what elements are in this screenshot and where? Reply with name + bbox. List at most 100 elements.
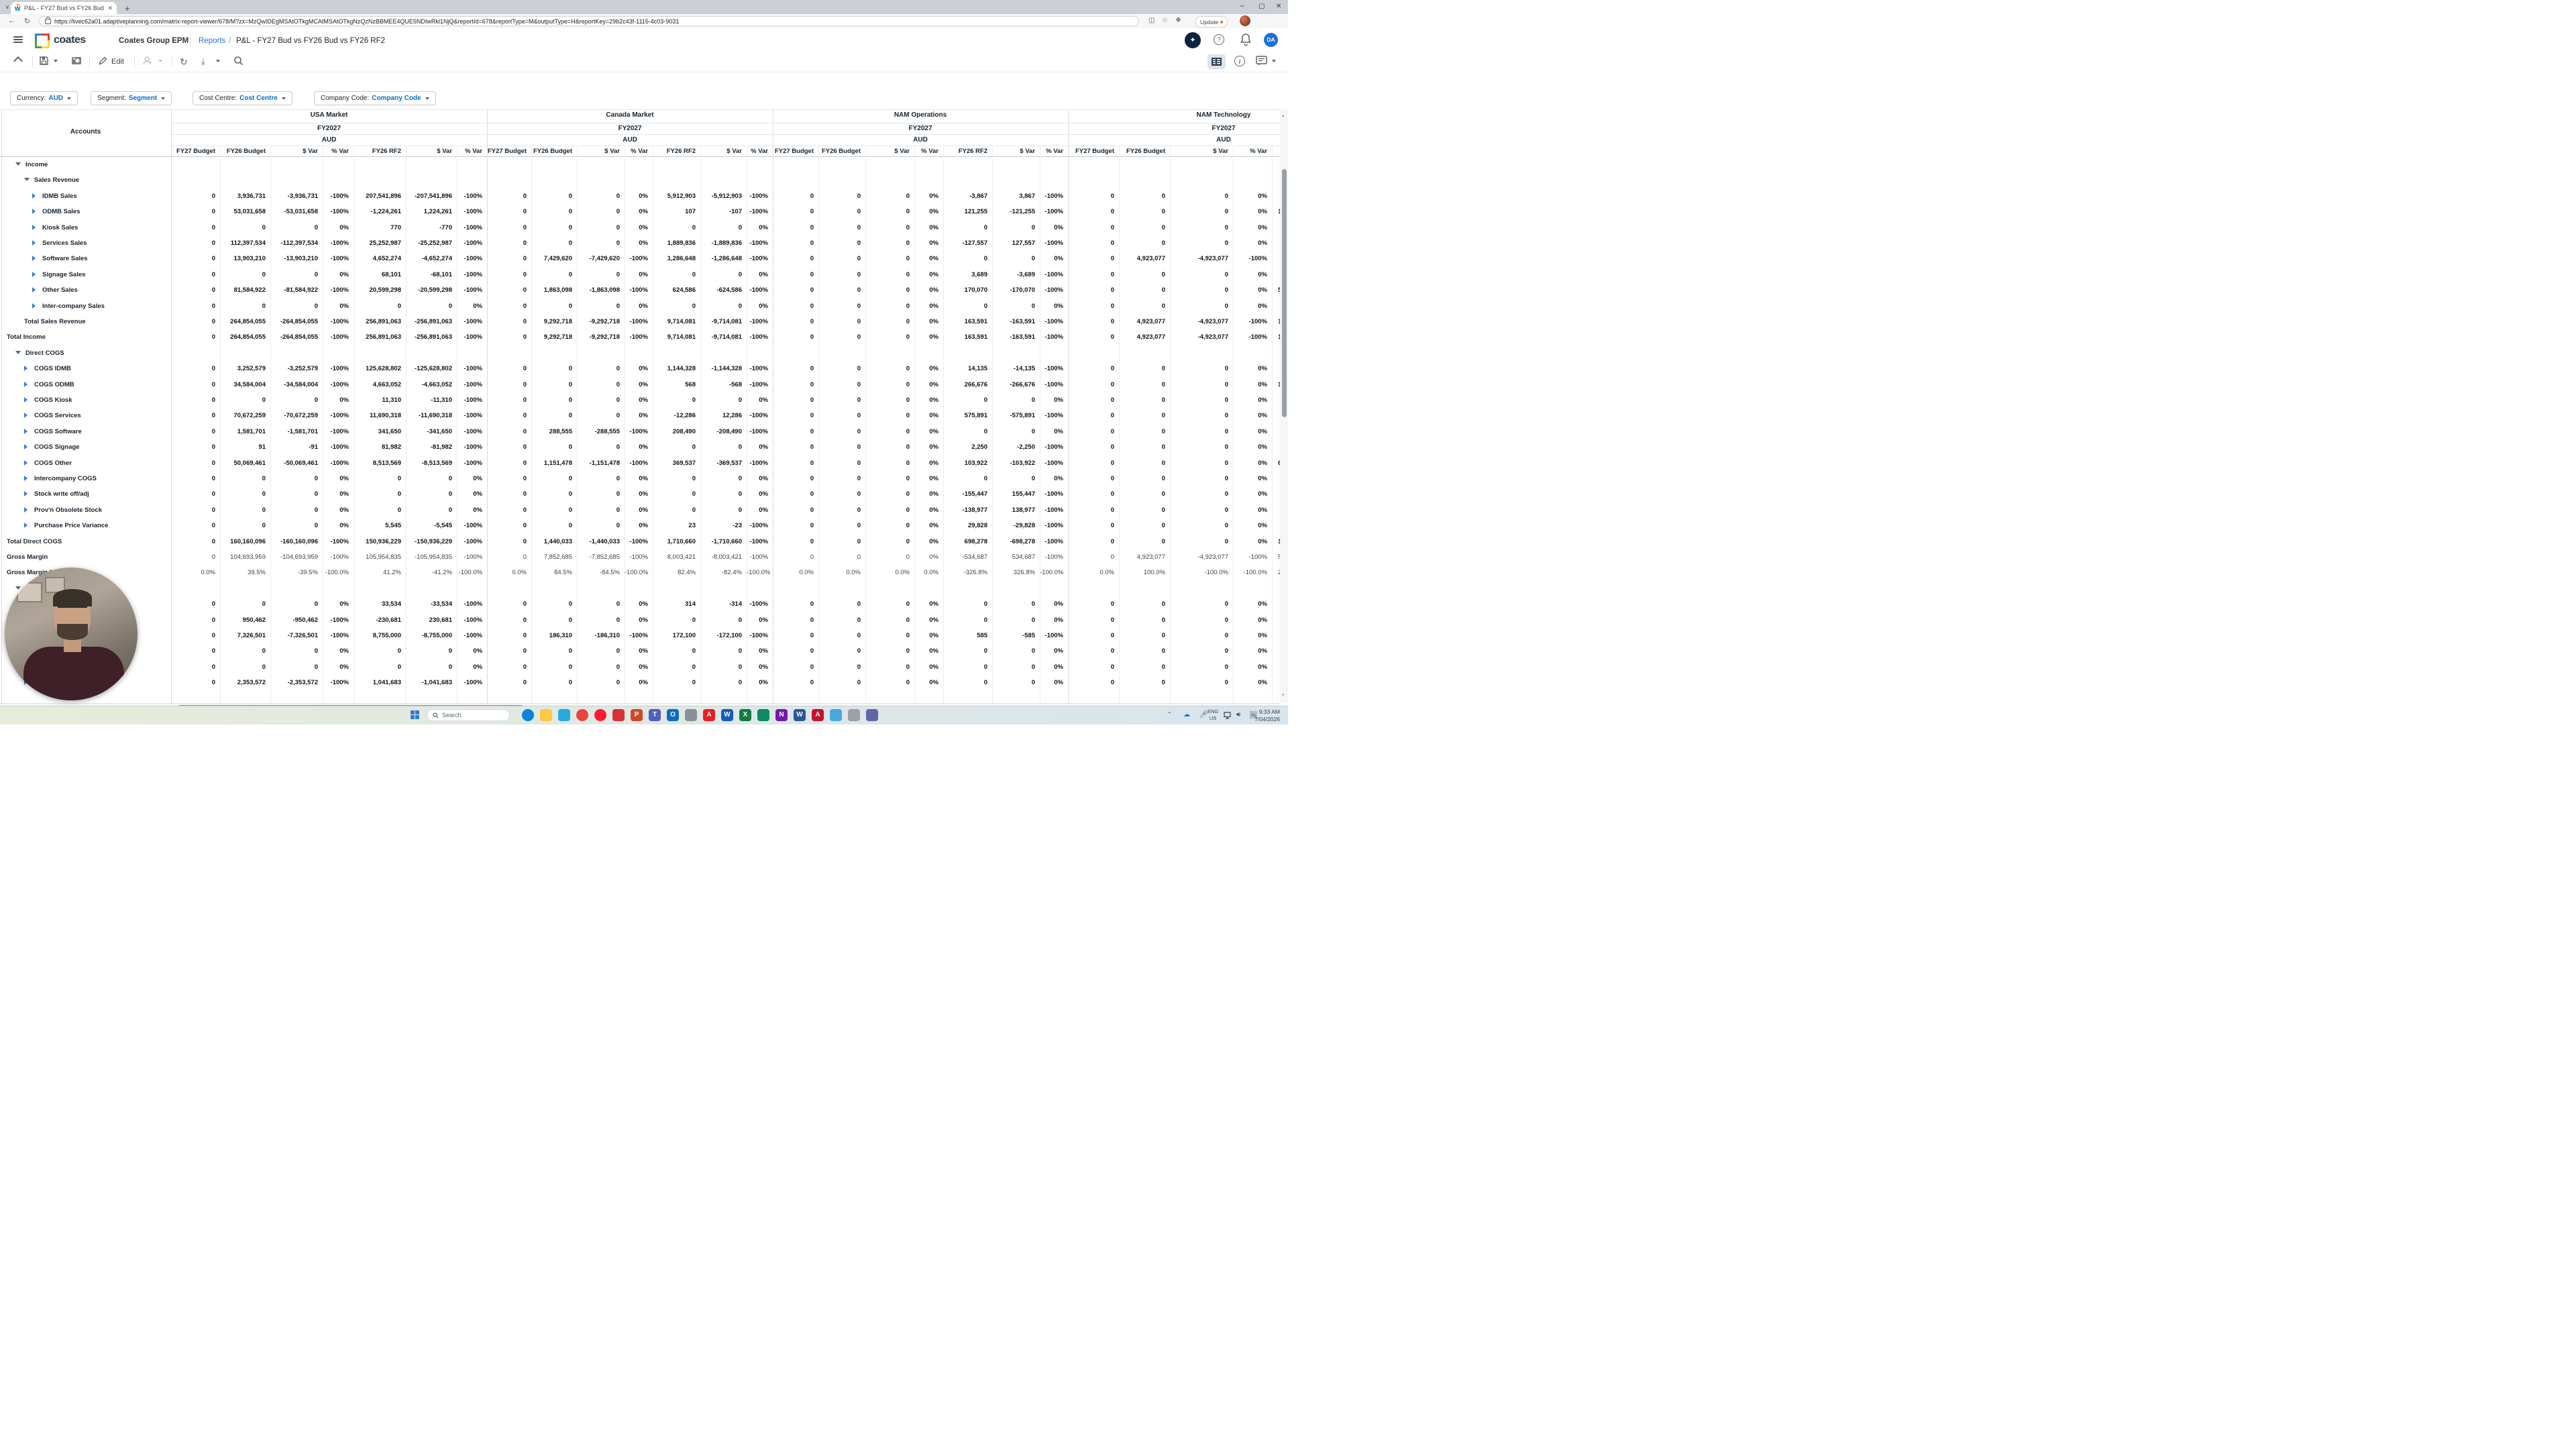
language-indicator[interactable]: ENG US: [1208, 708, 1219, 721]
taskbar-app-icon[interactable]: W: [794, 709, 806, 721]
expand-triangle-icon[interactable]: [24, 476, 28, 481]
taskbar-app-icon[interactable]: O: [667, 709, 679, 721]
column-header[interactable]: $ Var: [1020, 148, 1035, 155]
column-header[interactable]: $ Var: [303, 148, 318, 155]
account-label[interactable]: Inter-company Sales: [42, 302, 105, 310]
microphone-icon[interactable]: 🎤︎: [1199, 711, 1208, 718]
scroll-down-icon[interactable]: ▾: [1282, 693, 1285, 698]
expand-triangle-icon[interactable]: [24, 506, 28, 513]
account-label[interactable]: Software Sales: [42, 255, 88, 263]
tab-search-chevron-icon[interactable]: ∨: [5, 4, 9, 10]
browser-profile-avatar[interactable]: [1240, 15, 1250, 26]
column-header[interactable]: FY27 Budget: [774, 148, 814, 155]
column-header[interactable]: % Var: [1250, 148, 1267, 155]
start-button-icon[interactable]: [411, 710, 420, 720]
collapse-toolbar-icon[interactable]: [13, 56, 23, 66]
collapse-triangle-icon[interactable]: [15, 350, 21, 354]
table-view-toggle-button[interactable]: [1208, 54, 1226, 69]
account-label[interactable]: IDMB Sales: [42, 192, 77, 200]
taskbar-app-icon[interactable]: A: [812, 709, 824, 721]
speaker-icon[interactable]: 🔊︎: [1236, 711, 1241, 718]
taskbar-app-icon[interactable]: [685, 709, 697, 721]
window-minimize-button[interactable]: ─: [1240, 3, 1245, 10]
account-label[interactable]: ODMB Sales: [42, 208, 80, 216]
account-label[interactable]: Total Sales Revenue: [24, 318, 86, 325]
account-label[interactable]: Signage Sales: [42, 270, 86, 278]
account-label[interactable]: COGS ODMB: [34, 380, 74, 388]
user-avatar[interactable]: DA: [1264, 33, 1278, 47]
account-label[interactable]: Gross Margin %: [7, 569, 56, 577]
account-label[interactable]: Prov'n Obsolete Stock: [34, 506, 102, 514]
taskbar-app-icon[interactable]: [830, 709, 842, 721]
column-header[interactable]: FY27 Budget: [176, 148, 215, 155]
account-label[interactable]: COGS Kiosk: [34, 396, 72, 404]
expand-triangle-icon[interactable]: [24, 428, 28, 434]
account-label[interactable]: Total Direct COGS: [7, 537, 62, 545]
media-icon[interactable]: 🖼︎: [1249, 712, 1258, 719]
account-label[interactable]: Income: [25, 161, 48, 168]
account-label[interactable]: Sales Revenue: [34, 176, 80, 184]
taskbar-app-icon[interactable]: W: [721, 709, 733, 721]
expand-triangle-icon[interactable]: [24, 460, 28, 466]
account-label[interactable]: Stock write off/adj: [34, 490, 89, 498]
download-dropdown-chevron-icon[interactable]: [216, 60, 220, 62]
refresh-icon[interactable]: ↻: [180, 56, 188, 67]
column-header[interactable]: FY26 Budget: [533, 148, 572, 155]
account-label[interactable]: COGS Software: [34, 427, 82, 435]
window-maximize-button[interactable]: ▢: [1258, 3, 1265, 10]
extensions-icon[interactable]: ❖: [1175, 17, 1181, 24]
comments-dropdown-chevron-icon[interactable]: [1272, 60, 1276, 62]
taskbar-app-icon[interactable]: [612, 709, 625, 721]
taskbar-app-icon[interactable]: [576, 709, 588, 721]
column-header[interactable]: FY27 Budget: [1075, 148, 1114, 155]
save-dropdown-chevron-icon[interactable]: [54, 60, 58, 62]
favorites-star-icon[interactable]: ☆: [1162, 17, 1168, 24]
window-close-button[interactable]: ✕: [1276, 3, 1282, 10]
new-tab-button[interactable]: +: [125, 3, 130, 13]
column-header[interactable]: $ Var: [894, 148, 910, 155]
expand-triangle-icon[interactable]: [32, 209, 36, 215]
browser-tab[interactable]: W P&L - FY27 Bud vs FY26 Bud vs FY ✕: [11, 2, 117, 14]
account-label[interactable]: Total Income: [7, 333, 46, 341]
column-header[interactable]: % Var: [331, 148, 349, 155]
network-display-icon[interactable]: [1224, 712, 1232, 719]
column-header[interactable]: $ Var: [1213, 148, 1228, 155]
account-label[interactable]: Direct COGS: [25, 349, 64, 357]
expand-triangle-icon[interactable]: [24, 397, 28, 402]
account-label[interactable]: Other Sales: [42, 286, 78, 294]
expand-triangle-icon[interactable]: [32, 193, 36, 199]
notifications-bell-icon[interactable]: [1240, 33, 1252, 46]
column-header[interactable]: FY26 RF2: [372, 148, 401, 155]
save-icon[interactable]: [39, 56, 49, 66]
expand-triangle-icon[interactable]: [32, 256, 36, 262]
help-icon[interactable]: ?: [1214, 34, 1224, 45]
expand-triangle-icon[interactable]: [24, 491, 28, 497]
taskbar-app-icon[interactable]: P: [631, 709, 643, 721]
expand-triangle-icon[interactable]: [32, 224, 36, 230]
comments-icon[interactable]: [1256, 56, 1267, 66]
taskbar-app-icon[interactable]: [757, 709, 769, 721]
currency-filter[interactable]: Currency: AUD: [10, 91, 78, 105]
account-label[interactable]: COGS Services: [34, 412, 81, 420]
vertical-scrollbar-thumb[interactable]: [1281, 169, 1287, 417]
browser-update-button[interactable]: Update: [1195, 16, 1228, 28]
column-header[interactable]: FY26 RF2: [666, 148, 696, 155]
column-header[interactable]: % Var: [751, 148, 768, 155]
column-header[interactable]: % Var: [1046, 148, 1063, 155]
company-code-filter[interactable]: Company Code: Company Code: [314, 91, 436, 105]
taskbar-app-icon[interactable]: [522, 709, 534, 721]
download-icon[interactable]: ⤓: [201, 56, 205, 66]
account-label[interactable]: Intercompany COGS: [34, 475, 97, 482]
expand-triangle-icon[interactable]: [32, 240, 36, 246]
taskbar-app-icon[interactable]: [540, 709, 552, 721]
column-header[interactable]: FY26 RF2: [958, 148, 987, 155]
cost-centre-filter[interactable]: Cost Centre: Cost Centre: [193, 91, 292, 105]
column-header[interactable]: % Var: [631, 148, 648, 155]
onedrive-cloud-icon[interactable]: ☁: [1183, 711, 1190, 718]
column-header[interactable]: % Var: [465, 148, 482, 155]
share-user-icon[interactable]: [142, 56, 153, 66]
collapse-triangle-icon[interactable]: [24, 178, 30, 182]
tab-close-icon[interactable]: ✕: [107, 4, 113, 11]
split-screen-icon[interactable]: ◫: [1148, 17, 1155, 24]
segment-filter[interactable]: Segment: Segment: [91, 91, 172, 105]
